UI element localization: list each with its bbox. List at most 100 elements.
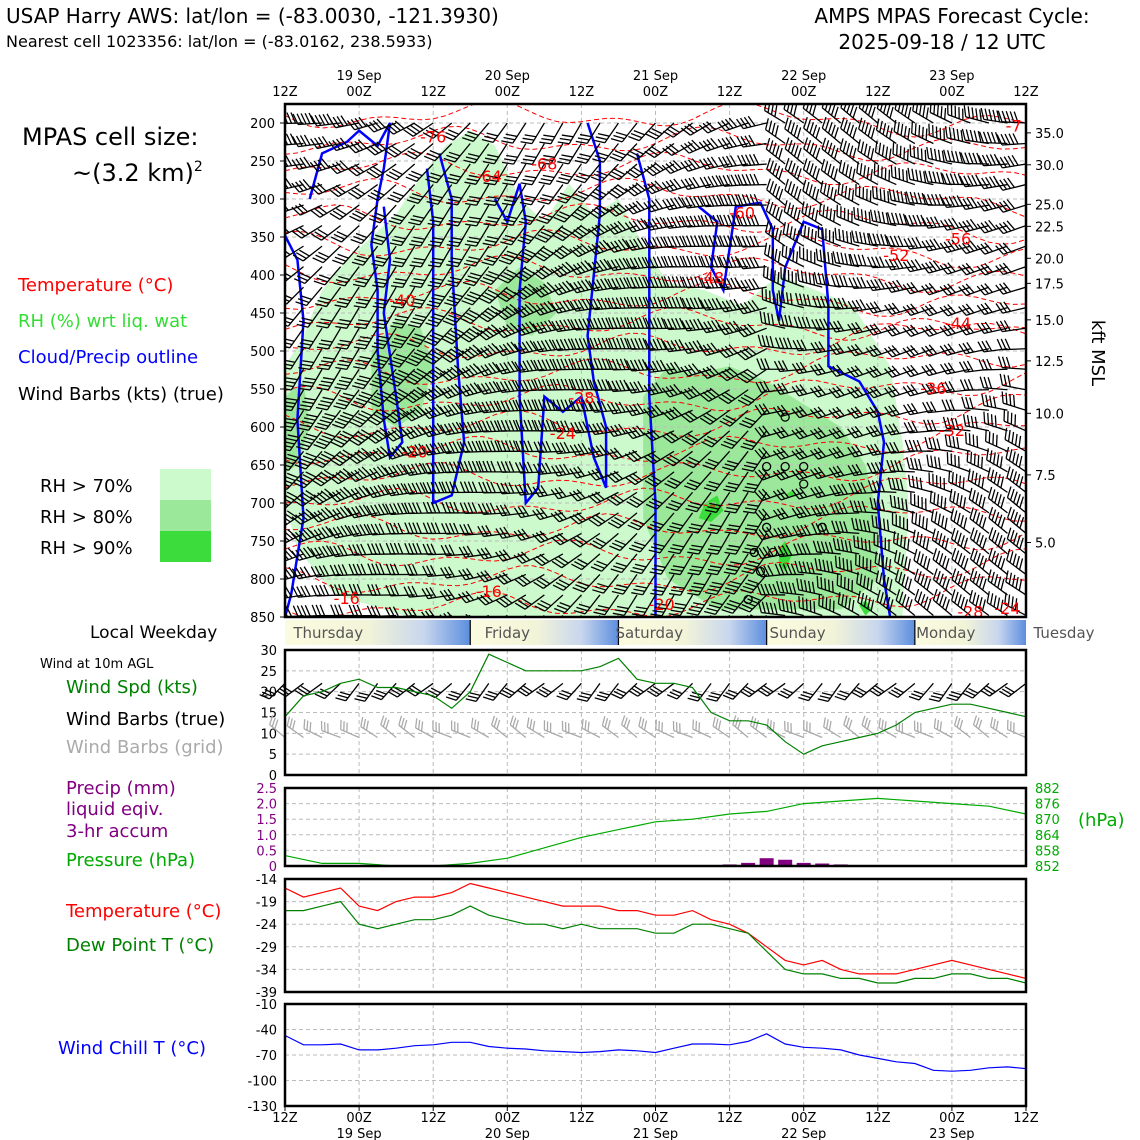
barb-flag <box>517 239 529 245</box>
barb-flag <box>299 548 308 559</box>
wind-barb <box>441 522 471 535</box>
barb-flag <box>341 544 348 556</box>
barb-flag <box>471 460 478 473</box>
barb-flag <box>371 215 383 221</box>
barb-flag <box>291 230 302 239</box>
barb-flag <box>376 277 388 281</box>
barb-flag <box>465 202 477 206</box>
wind-barb <box>353 327 379 350</box>
barb-flag <box>322 356 335 360</box>
barb-flag <box>336 383 349 387</box>
barb-flag <box>580 261 590 272</box>
wind-barb <box>333 266 360 287</box>
barb-flag <box>530 359 537 371</box>
barb-flag <box>263 588 270 600</box>
barb-flag <box>402 609 411 617</box>
barb-flag <box>285 605 293 617</box>
barb-flag <box>421 444 429 456</box>
wind-barb <box>476 570 508 583</box>
barb-flag <box>487 154 499 158</box>
barb-flag <box>493 400 500 412</box>
barb-staff <box>438 204 453 226</box>
wind-barb <box>610 122 638 143</box>
barb-flag <box>355 506 363 517</box>
barb-flag <box>501 222 513 226</box>
barb-flag <box>285 384 294 388</box>
barb-flag <box>369 121 379 131</box>
barb-flag <box>448 461 455 473</box>
barb-staff <box>582 184 601 203</box>
barb-flag <box>512 399 519 411</box>
barb-flag <box>545 399 552 411</box>
barb-flag <box>416 502 422 514</box>
barb-flag <box>427 175 440 181</box>
barb-flag <box>503 136 516 141</box>
barb-flag <box>501 256 513 262</box>
barb-flag <box>318 251 330 258</box>
barb-flag <box>545 440 552 453</box>
barb-flag <box>388 362 400 368</box>
barb-flag <box>559 601 571 608</box>
barb-flag <box>305 452 317 458</box>
temperature-contour <box>285 393 1026 439</box>
barb-flag <box>500 400 507 412</box>
barb-flag <box>316 346 329 350</box>
barb-flag <box>421 375 433 384</box>
barb-flag <box>474 420 482 432</box>
barb-flag <box>263 176 269 187</box>
barb-flag <box>581 299 589 310</box>
barb-flag <box>337 343 350 347</box>
barb-flag <box>449 173 462 178</box>
rh-key-70: RH > 70% <box>40 476 133 497</box>
barb-flag <box>702 140 712 151</box>
barb-flag <box>447 423 456 434</box>
barb-flag <box>311 233 322 241</box>
barb-flag <box>263 442 274 451</box>
barb-flag <box>502 549 512 560</box>
barb-flag <box>418 462 426 474</box>
barb-flag <box>393 356 405 362</box>
barb-flag <box>310 548 318 559</box>
barb-flag <box>305 508 316 518</box>
barb-staff <box>492 245 508 266</box>
barb-flag <box>339 137 349 148</box>
barb-flag <box>574 358 581 370</box>
barb-flag <box>296 446 308 451</box>
barb-flag <box>476 349 486 359</box>
barb-flag <box>499 292 511 300</box>
barb-flag <box>338 604 344 616</box>
barb-staff <box>550 122 564 145</box>
wind-barb <box>402 443 434 458</box>
barb-flag <box>539 285 549 295</box>
barb-flag <box>422 565 429 577</box>
barb-flag <box>393 542 400 555</box>
wind-barb <box>553 204 582 223</box>
barb-flag <box>551 339 559 351</box>
barb-flag <box>533 420 540 432</box>
barb-flag <box>447 129 460 135</box>
temperature-contour <box>285 576 1026 617</box>
wind-barb <box>334 368 360 390</box>
barb-flag <box>412 542 418 555</box>
barb-flag <box>329 458 341 467</box>
rh-key-90: RH > 90% <box>40 538 133 559</box>
barb-flag <box>564 358 571 370</box>
barb-flag <box>469 383 478 394</box>
barb-flag <box>262 359 273 369</box>
barb-flag <box>538 181 551 185</box>
barb-flag <box>495 551 504 562</box>
barb-flag <box>338 584 344 596</box>
barb-flag <box>336 507 345 518</box>
barb-flag <box>521 217 533 222</box>
barb-flag <box>468 256 481 261</box>
barb-flag <box>376 319 389 323</box>
wind-barb <box>569 298 601 312</box>
barb-flag <box>330 441 342 448</box>
barb-flag <box>490 324 501 333</box>
barb-flag <box>430 240 442 244</box>
barb-flag <box>291 568 299 579</box>
barb-flag <box>313 511 323 521</box>
barb-flag <box>483 203 496 206</box>
barb-flag <box>348 563 355 576</box>
wind-barb <box>347 523 378 537</box>
